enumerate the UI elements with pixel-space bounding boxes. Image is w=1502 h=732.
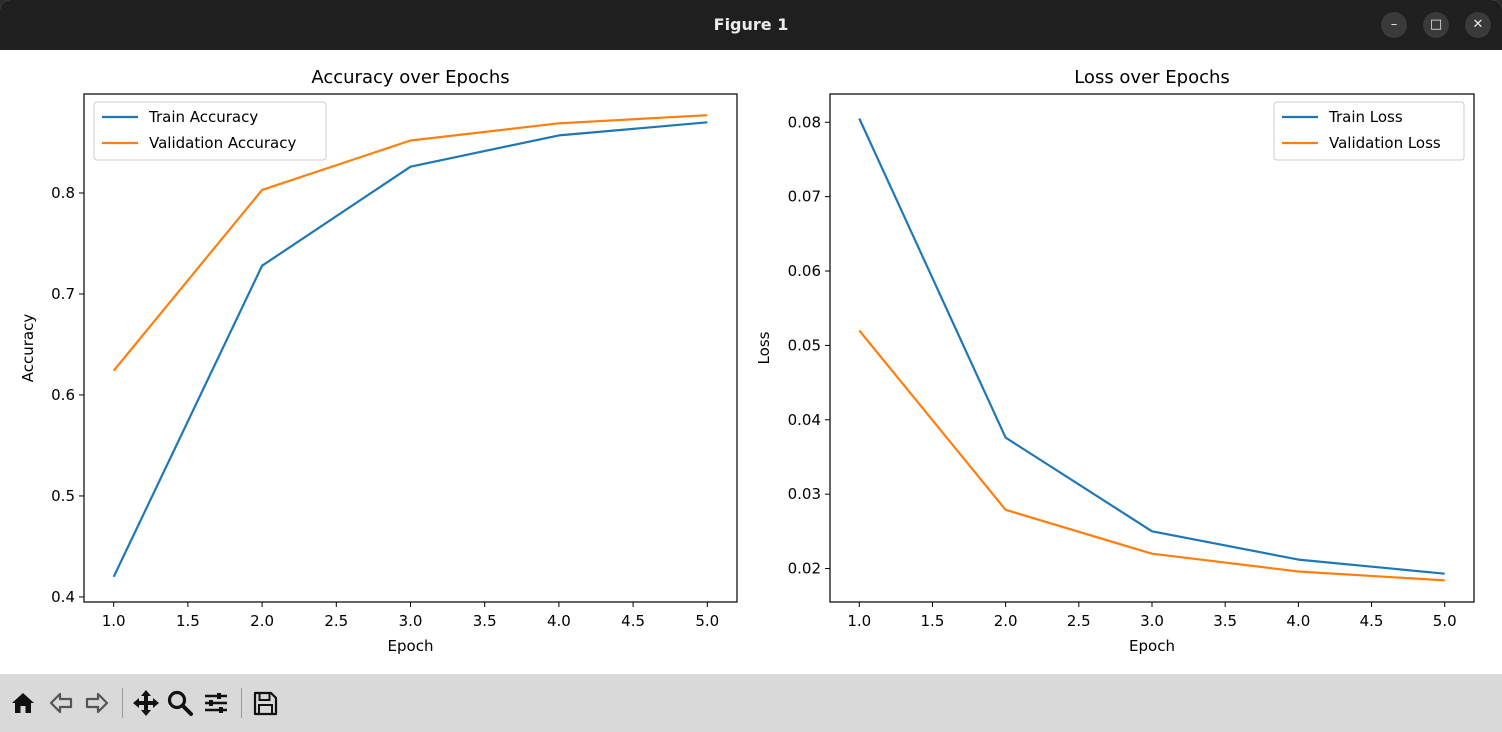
minimize-icon: – (1390, 17, 1398, 32)
x-tick-label: 4.0 (547, 612, 571, 630)
loss-chart: Loss over Epochs 1.0 1.5 2.0 2.5 3.0 3.5 4.0 4.5… (755, 67, 1475, 655)
y-tick-label: 0.02 (788, 560, 821, 578)
save-icon (253, 691, 278, 716)
home-icon (12, 693, 34, 713)
legend-entry: Train Loss (1328, 108, 1403, 126)
toolbar-separator (241, 688, 242, 718)
y-tick-label: 0.03 (788, 485, 821, 503)
forward-arrow-icon (85, 692, 109, 714)
minimize-button[interactable]: – (1381, 12, 1407, 38)
toolbar-separator (122, 688, 123, 718)
y-axis-label: Loss (755, 331, 773, 364)
legend: Train Loss Validation Loss (1273, 101, 1465, 161)
figure-canvas: Accuracy over Epochs 1.0 1.5 2.0 2.5 3.0 3.5 4.… (0, 50, 1502, 674)
y-tick-label: 0.07 (788, 188, 821, 206)
back-arrow-icon (49, 692, 73, 714)
x-tick-label: 3.5 (1213, 612, 1237, 630)
close-button[interactable]: ✕ (1465, 12, 1491, 38)
configure-subplots-icon (205, 693, 227, 713)
x-tick-label: 4.0 (1286, 612, 1310, 630)
y-tick-label: 0.7 (51, 285, 75, 303)
x-tick-label: 2.0 (250, 612, 274, 630)
x-tick-label: 3.0 (399, 612, 423, 630)
legend-entry: Validation Loss (1329, 134, 1441, 152)
back-button[interactable] (46, 688, 76, 718)
x-axis-label: Epoch (388, 637, 434, 655)
x-tick-label: 5.0 (695, 612, 719, 630)
pan-move-icon (133, 690, 159, 716)
maximize-icon: □ (1429, 17, 1443, 32)
save-button[interactable] (250, 688, 280, 718)
y-tick-label: 0.5 (51, 487, 75, 505)
figure-svg: Accuracy over Epochs 1.0 1.5 2.0 2.5 3.0 3.5 4.… (19, 67, 1475, 655)
legend-entry: Train Accuracy (148, 108, 258, 126)
y-tick-label: 0.4 (51, 588, 75, 606)
series-line-validation (112, 114, 708, 372)
configure-subplots-button[interactable] (201, 688, 231, 718)
accuracy-chart: Accuracy over Epochs 1.0 1.5 2.0 2.5 3.0 3.5 4.… (19, 67, 738, 655)
zoom-button[interactable] (165, 688, 195, 718)
chart-title: Loss over Epochs (1074, 67, 1230, 88)
x-tick-label: 1.5 (921, 612, 945, 630)
y-tick-label: 0.05 (788, 336, 821, 354)
window-title: Figure 1 (713, 15, 789, 34)
plot-frame (83, 93, 738, 603)
y-tick-label: 0.04 (788, 411, 821, 429)
legend-box (93, 101, 327, 161)
legend: Train Accuracy Validation Accuracy (93, 101, 327, 161)
navigation-toolbar (0, 674, 1502, 732)
zoom-magnifier-icon (167, 690, 193, 716)
series-line-train (858, 118, 1445, 575)
close-icon: ✕ (1472, 17, 1484, 32)
y-tick-label: 0.6 (51, 386, 75, 404)
x-tick-label: 2.5 (1067, 612, 1091, 630)
x-tick-label: 3.5 (473, 612, 497, 630)
x-tick-label: 2.0 (994, 612, 1018, 630)
y-axis-label: Accuracy (19, 314, 37, 383)
y-tick-label: 0.8 (51, 184, 75, 202)
x-tick-label: 1.5 (176, 612, 200, 630)
chart-title: Accuracy over Epochs (311, 67, 509, 88)
x-tick-label: 3.0 (1140, 612, 1164, 630)
x-tick-label: 2.5 (324, 612, 348, 630)
x-tick-label: 4.5 (621, 612, 645, 630)
x-tick-label: 5.0 (1433, 612, 1457, 630)
series-line-train (112, 121, 708, 578)
maximize-button[interactable]: □ (1423, 12, 1449, 38)
x-tick-label: 1.0 (847, 612, 871, 630)
legend-box (1273, 101, 1465, 161)
title-bar: Figure 1 – □ ✕ (0, 0, 1502, 50)
legend-entry: Validation Accuracy (149, 134, 296, 152)
x-tick-label: 4.5 (1360, 612, 1384, 630)
home-button[interactable] (8, 688, 38, 718)
y-tick-label: 0.08 (788, 113, 821, 131)
series-line-validation (858, 329, 1445, 582)
x-tick-label: 1.0 (102, 612, 126, 630)
forward-button[interactable] (82, 688, 112, 718)
x-axis-label: Epoch (1129, 637, 1175, 655)
pan-button[interactable] (131, 688, 161, 718)
plot-frame (829, 93, 1475, 603)
y-tick-label: 0.06 (788, 262, 821, 280)
